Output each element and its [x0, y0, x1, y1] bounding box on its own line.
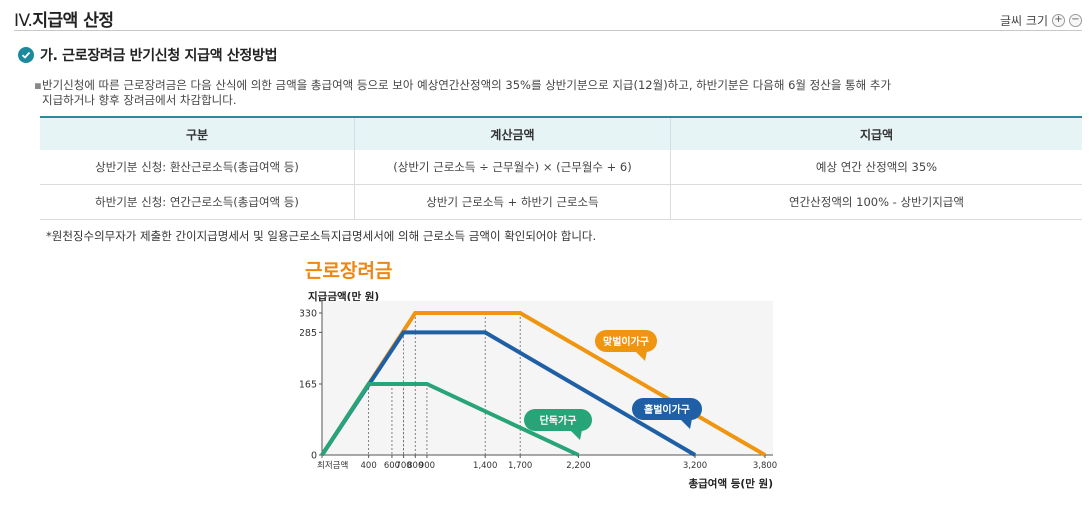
plot-background — [322, 301, 773, 455]
x-tick-label: 900 — [419, 461, 435, 471]
section-title-text: 지급액 산정 — [32, 11, 114, 31]
font-size-control: 글씨 크기 + − — [1000, 12, 1082, 29]
y-axis-label: 지급금액(만 원) — [308, 290, 379, 303]
table-cell: 상반기분 신청: 환산근로소득(총급여액 등) — [40, 150, 355, 185]
bullet-icon: ▪ — [34, 78, 42, 92]
legend-bubble-tail — [635, 351, 647, 361]
section-title: IV.지급액 산정 — [14, 6, 114, 31]
x-tick-label: 1,700 — [508, 461, 532, 471]
table-row: 상반기분 신청: 환산근로소득(총급여액 등) (상반기 근로소득 ÷ 근무월수… — [40, 150, 1082, 185]
legend-bubble — [632, 398, 702, 420]
header-calc-amount: 계산금액 — [354, 116, 671, 150]
calculation-table: 구분 계산금액 지급액 상반기분 신청: 환산근로소득(총급여액 등) (상반기… — [40, 116, 1082, 220]
chart-title: 근로장려금 — [305, 260, 392, 282]
section-roman: IV. — [14, 11, 33, 31]
legend-bubble — [524, 409, 592, 431]
font-increase-button[interactable]: + — [1052, 14, 1065, 27]
legend-label: 홑벌이가구 — [644, 403, 690, 416]
y-tick-label: 0 — [311, 451, 317, 462]
check-circle-icon — [18, 47, 34, 63]
legend-label: 단독가구 — [540, 414, 577, 427]
legend-bubble-tail — [680, 419, 692, 429]
x-tick-label: 700 — [395, 461, 411, 471]
font-decrease-button[interactable]: − — [1069, 14, 1082, 27]
description-line-2: 지급하거나 향후 장려금에서 차감합니다. — [42, 93, 237, 107]
x-tick-label: 600 — [384, 461, 400, 471]
x-axis-label: 총급여액 등(만 원) — [688, 477, 773, 490]
font-size-label: 글씨 크기 — [1000, 14, 1048, 28]
note: *원천징수의무자가 제출한 간이지급명세서 및 일용근로소득지급명세서에 의해 … — [46, 229, 597, 243]
x-tick-label: 400 — [361, 461, 377, 471]
description: ▪ 반기신청에 따른 근로장려금은 다음 산식에 의한 금액을 총급여액 등으로… — [34, 78, 1052, 108]
table-row: 하반기분 신청: 연간근로소득(총급여액 등) 상반기 근로소득 + 하반기 근… — [40, 184, 1082, 220]
legend-bubble-tail — [570, 430, 582, 440]
sub-title: 가. 근로장려금 반기신청 지급액 산정방법 — [40, 48, 278, 64]
series-line — [320, 382, 580, 457]
legend-bubble — [595, 330, 657, 352]
x-tick-label: 800 — [407, 461, 423, 471]
x-tick-label: 2,200 — [566, 461, 590, 471]
section-header: IV.지급액 산정 글씨 크기 + − — [14, 0, 1082, 31]
y-tick-label: 285 — [300, 328, 317, 339]
sub-heading: 가. 근로장려금 반기신청 지급액 산정방법 — [18, 45, 277, 65]
y-tick-label: 165 — [300, 380, 317, 391]
description-line-1: 반기신청에 따른 근로장려금은 다음 산식에 의한 금액을 총급여액 등으로 보… — [42, 78, 892, 92]
table-cell: 예상 연간 산정액의 35% — [670, 150, 1082, 185]
table-cell: 하반기분 신청: 연간근로소득(총급여액 등) — [40, 184, 355, 220]
x-tick-label: 1,400 — [473, 461, 497, 471]
table-header-row: 구분 계산금액 지급액 — [40, 116, 1082, 150]
legend-label: 맞벌이가구 — [603, 335, 649, 348]
y-tick-label: 330 — [300, 309, 317, 320]
x-tick-label: 최저금액 — [317, 460, 348, 471]
header-category: 구분 — [40, 116, 355, 150]
x-tick-label: 3,200 — [683, 461, 707, 471]
table-cell: (상반기 근로소득 ÷ 근무월수) × (근무월수 + 6) — [354, 150, 671, 185]
table-cell: 연간산정액의 100% - 상반기지급액 — [670, 184, 1082, 220]
header-payment: 지급액 — [670, 116, 1082, 150]
table-cell: 상반기 근로소득 + 하반기 근로소득 — [354, 184, 671, 220]
x-tick-label: 3,800 — [753, 461, 777, 471]
